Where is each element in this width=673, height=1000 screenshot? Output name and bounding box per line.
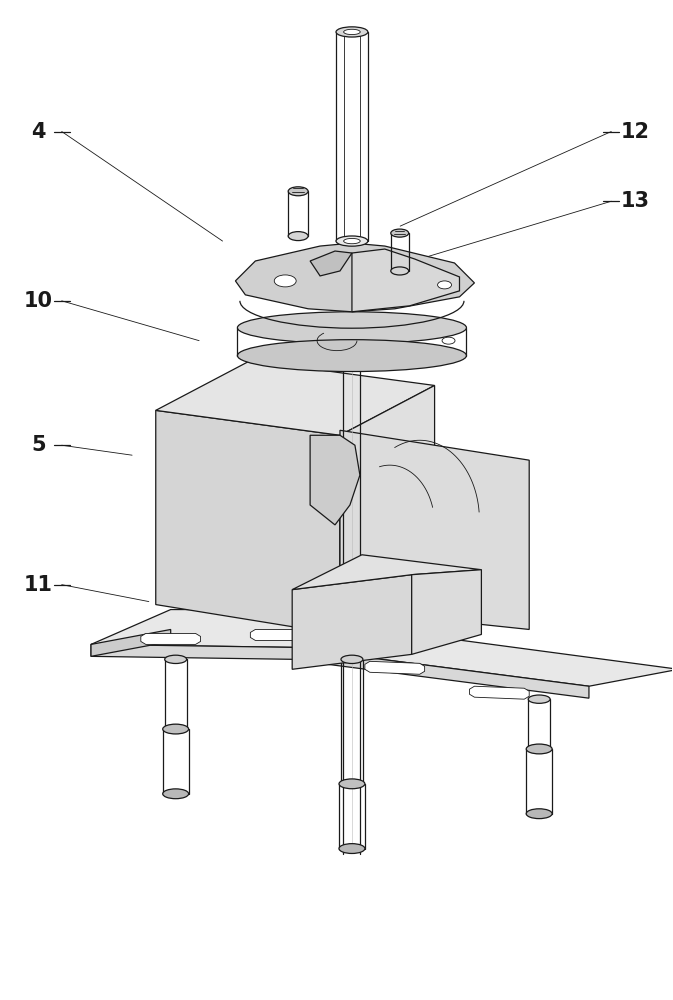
Polygon shape	[310, 435, 360, 525]
Polygon shape	[352, 249, 460, 312]
Ellipse shape	[163, 724, 188, 734]
Text: 4: 4	[31, 122, 46, 142]
Ellipse shape	[339, 844, 365, 853]
Polygon shape	[365, 661, 425, 674]
Ellipse shape	[288, 187, 308, 196]
Ellipse shape	[528, 745, 550, 753]
Polygon shape	[91, 610, 509, 649]
Polygon shape	[155, 410, 340, 634]
Ellipse shape	[165, 725, 186, 733]
Ellipse shape	[437, 281, 452, 289]
Ellipse shape	[528, 695, 550, 703]
Polygon shape	[91, 644, 429, 661]
Ellipse shape	[238, 340, 466, 372]
Text: 12: 12	[621, 122, 649, 142]
Polygon shape	[412, 570, 481, 654]
Ellipse shape	[391, 229, 409, 237]
Polygon shape	[155, 361, 435, 435]
Polygon shape	[292, 555, 481, 590]
Polygon shape	[91, 629, 171, 656]
Ellipse shape	[526, 809, 552, 819]
Polygon shape	[292, 575, 412, 669]
Polygon shape	[250, 629, 310, 640]
Polygon shape	[320, 633, 673, 686]
Text: 10: 10	[24, 291, 52, 311]
Ellipse shape	[344, 29, 360, 35]
Text: 5: 5	[31, 435, 46, 455]
Polygon shape	[141, 633, 201, 644]
Ellipse shape	[344, 238, 360, 244]
Polygon shape	[236, 243, 474, 312]
Text: 11: 11	[24, 575, 52, 595]
Ellipse shape	[163, 789, 188, 799]
Ellipse shape	[336, 27, 368, 37]
Ellipse shape	[275, 275, 296, 287]
Ellipse shape	[526, 744, 552, 754]
Ellipse shape	[288, 232, 308, 241]
Ellipse shape	[442, 337, 455, 344]
Polygon shape	[322, 643, 382, 658]
Ellipse shape	[238, 312, 466, 344]
Ellipse shape	[391, 267, 409, 275]
Polygon shape	[340, 385, 435, 634]
Polygon shape	[310, 251, 352, 276]
Ellipse shape	[339, 779, 365, 789]
Ellipse shape	[341, 780, 363, 788]
Text: 13: 13	[621, 191, 649, 211]
Polygon shape	[340, 430, 529, 629]
Ellipse shape	[336, 236, 368, 246]
Polygon shape	[470, 686, 529, 699]
Ellipse shape	[165, 655, 186, 664]
Ellipse shape	[341, 655, 363, 664]
Polygon shape	[320, 651, 589, 698]
